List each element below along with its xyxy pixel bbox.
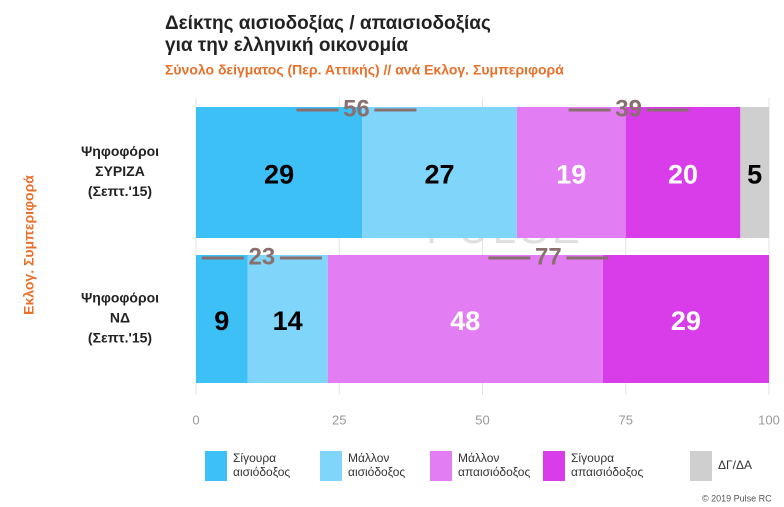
- legend-swatch: [205, 451, 227, 481]
- bar-segment: [362, 107, 517, 238]
- value-label: 29: [671, 306, 701, 336]
- y-tick-label: (Σεπτ.'15): [88, 330, 152, 346]
- legend-label: ΔΓ/ΔΑ: [718, 458, 752, 472]
- value-label: 48: [450, 306, 480, 336]
- y-tick-label: Ψηφοφόροι: [81, 290, 159, 306]
- legend-swatch: [320, 451, 342, 481]
- y-tick-label: (Σεπτ.'15): [88, 183, 152, 199]
- y-axis-label: Εκλογ. Συμπεριφορά: [21, 175, 37, 315]
- legend-label: αισιόδοξος: [348, 465, 405, 479]
- y-tick-label: Ψηφοφόροι: [81, 143, 159, 159]
- y-tick-label: ΣΥΡΙΖΑ: [95, 163, 145, 179]
- bar-segment: [516, 107, 626, 238]
- legend-label: απαισιόδοξος: [458, 465, 530, 479]
- total-label: 56: [343, 95, 370, 122]
- value-label: 5: [747, 160, 762, 190]
- value-label: 29: [264, 160, 294, 190]
- bar-segment: [327, 255, 603, 383]
- x-tick-label: 0: [192, 412, 199, 427]
- legend-swatch: [690, 451, 712, 481]
- legend-label: απαισιόδοξος: [571, 465, 643, 479]
- value-label: 27: [425, 160, 455, 190]
- chart-title: Δείκτης αισιοδοξίας / απαισιοδοξίας: [165, 13, 491, 34]
- legend-swatch: [543, 451, 565, 481]
- total-label: 23: [249, 243, 276, 270]
- bar-segment: [740, 107, 769, 238]
- y-tick-label: ΝΔ: [110, 310, 130, 326]
- bar-segment: [247, 255, 328, 383]
- value-label: 19: [556, 160, 586, 190]
- legend-swatch: [430, 451, 452, 481]
- legend-label: αισιόδοξος: [233, 465, 290, 479]
- legend-label: Σίγουρα: [571, 451, 614, 465]
- chart-title: για την ελληνική οικονομία: [165, 35, 408, 56]
- legend-label: Μάλλον: [458, 451, 499, 465]
- x-tick-label: 75: [619, 412, 633, 427]
- legend-label: Σίγουρα: [233, 451, 276, 465]
- value-label: 9: [214, 306, 229, 336]
- x-tick-label: 25: [332, 412, 346, 427]
- bar-segment: [625, 107, 741, 238]
- total-label: 39: [615, 95, 642, 122]
- x-tick-label: 50: [475, 412, 489, 427]
- footer: © 2019 Pulse RC: [702, 493, 772, 503]
- bar-segment: [602, 255, 769, 383]
- chart-subtitle: Σύνολο δείγματος (Περ. Αττικής) // ανά Ε…: [165, 62, 564, 78]
- bar-segment: [196, 255, 248, 383]
- legend-label: Μάλλον: [348, 451, 389, 465]
- x-tick-label: 100: [758, 412, 780, 427]
- value-label: 14: [273, 306, 303, 336]
- total-label: 77: [535, 243, 562, 270]
- value-label: 20: [668, 160, 698, 190]
- bar-segment: [196, 107, 363, 238]
